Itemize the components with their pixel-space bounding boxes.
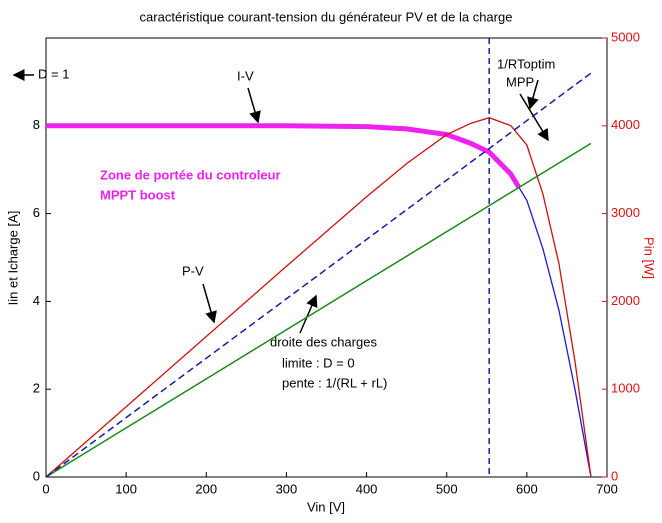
annotation: MPPT boost [100, 187, 176, 202]
y2-tick-label: 3000 [611, 205, 640, 220]
series-line [46, 123, 521, 189]
annotation: I-V [237, 68, 254, 83]
y-tick-label: 2 [33, 381, 40, 396]
annotation: droite des charges [270, 334, 377, 349]
y-tick-label: 4 [33, 293, 40, 308]
y2-tick-label: 5000 [611, 29, 640, 44]
series-line [45, 142, 592, 478]
y-tick-label: 6 [33, 205, 40, 220]
y2-tick-label: 0 [611, 468, 618, 483]
annotation: 1/RToptim [497, 56, 555, 71]
plot-area [45, 37, 608, 478]
x-axis-label: Vin [V] [307, 499, 345, 514]
chart-title: caractéristique courant-tension du génér… [140, 9, 513, 24]
annotation: MPP [506, 74, 534, 89]
y2-tick-label: 4000 [611, 117, 640, 132]
arrows [12, 69, 549, 334]
series-line [45, 117, 592, 478]
y-tick-label: 0 [33, 468, 40, 483]
annotation: pente : 1/(RL + rL) [282, 375, 387, 390]
x-tick-label: 700 [596, 481, 618, 496]
y-tick-label: 8 [33, 117, 40, 132]
x-tick-label: 0 [42, 481, 49, 496]
y-axis-label: Iin et Icharge [A] [5, 211, 20, 306]
y2-tick-label: 2000 [611, 293, 640, 308]
x-tick-label: 200 [195, 481, 217, 496]
y2-axis-label: Pin [W] [642, 237, 657, 279]
x-tick-label: 500 [436, 481, 458, 496]
annotation: D = 1 [38, 66, 69, 81]
annotation: limite : D = 0 [282, 355, 355, 370]
annotation: P-V [182, 263, 204, 278]
y2-tick-label: 1000 [611, 381, 640, 396]
x-tick-label: 300 [276, 481, 298, 496]
series-line [45, 72, 592, 478]
x-tick-label: 400 [356, 481, 378, 496]
x-tick-label: 600 [516, 481, 538, 496]
annotation: Zone de portée du controleur [100, 167, 281, 182]
x-tick-label: 100 [115, 481, 137, 496]
